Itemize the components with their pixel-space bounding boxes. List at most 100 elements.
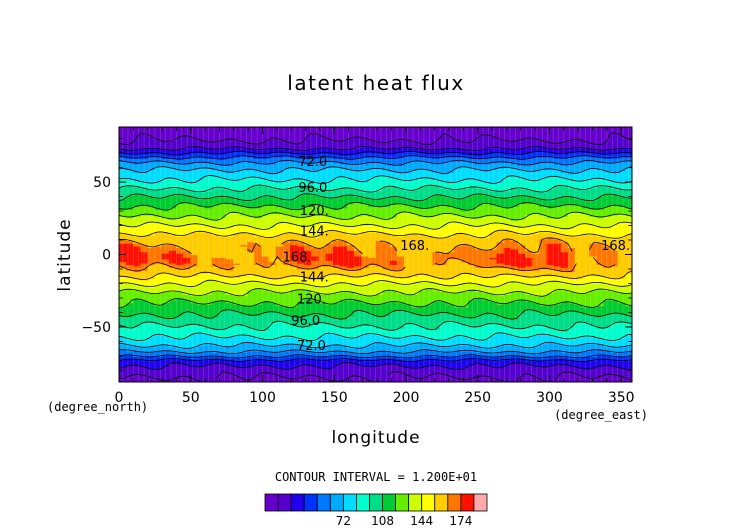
contour-band-cell [325, 258, 362, 261]
contour-band-cell [368, 162, 384, 165]
contour-band-cell [539, 377, 555, 380]
contour-band-cell [446, 261, 469, 264]
contour-band-cell [332, 189, 362, 192]
contour-band-cell [368, 179, 405, 182]
contour-band-cell [311, 260, 334, 263]
contour-band-cell [411, 169, 434, 172]
contour-band-cell [119, 179, 134, 182]
contour-band-cell [119, 141, 134, 144]
contour-band-cell [582, 161, 597, 164]
contour-band-cell [396, 170, 412, 173]
contour-band-cell [119, 272, 163, 275]
contour-band-cell [539, 376, 555, 379]
contour-band-cell [339, 217, 355, 220]
contour-line [119, 279, 632, 288]
contour-band-cell [510, 264, 533, 267]
contour-band-cell [275, 250, 291, 253]
contour-band-cell [218, 377, 241, 380]
contour-band-cell [225, 292, 248, 295]
contour-band-cell [482, 275, 498, 278]
contour-band-cell [183, 135, 191, 138]
contour-band-cell [282, 336, 298, 339]
contour-band-cell [304, 169, 320, 172]
contour-band-cell [204, 315, 220, 318]
contour-band-cell [617, 263, 632, 266]
contour-band-cell [147, 376, 177, 379]
contour-band-cell [468, 299, 491, 302]
contour-band-cell [354, 314, 377, 317]
contour-band-cell [539, 231, 555, 234]
contour-band-cell [617, 187, 632, 190]
contour-band-cell [147, 132, 441, 135]
contour-band-cell [525, 178, 540, 181]
contour-band-cell [119, 170, 134, 173]
contour-band-cell [119, 316, 163, 319]
contour-band-cell [503, 350, 519, 353]
contour-band-cell [546, 251, 569, 254]
contour-band-cell [411, 352, 491, 355]
contour-band-cell [254, 342, 377, 345]
contour-band-cell [368, 282, 398, 285]
contour-band-cell [503, 366, 576, 369]
contour-band-cell [225, 187, 248, 190]
contour-band-cell [211, 263, 241, 266]
x-tick-label: 50 [182, 390, 200, 406]
contour-band-cell [389, 169, 412, 172]
contour-band-cell [147, 234, 177, 237]
contour-band-cell [518, 219, 632, 222]
contour-band-cell [197, 282, 227, 285]
contour-band-cell [418, 155, 576, 158]
contour-band-cell [347, 268, 362, 271]
contour-band-cell [126, 336, 149, 339]
contour-band-cell [553, 268, 576, 271]
contour-band-cell [382, 231, 491, 234]
contour-band-cell [218, 267, 234, 270]
contour-band-cell [183, 180, 198, 183]
contour-band-cell [119, 159, 632, 162]
contour-band-cell [582, 206, 605, 209]
contour-band-cell [119, 377, 156, 380]
contour-band-cell [532, 151, 548, 154]
contour-band-cell [311, 254, 327, 257]
contour-band-cell [575, 248, 590, 251]
contour-band-cell [532, 202, 632, 205]
contour-band-cell [596, 359, 619, 362]
contour-band-cell [318, 299, 341, 302]
contour-band-cell [339, 380, 369, 382]
contour-band-cell [532, 373, 562, 376]
contour-band-cell [261, 214, 291, 217]
contour-band-cell [525, 255, 548, 258]
contour-band-cell [339, 301, 362, 304]
contour-band-cell [468, 289, 476, 292]
contour-band-cell [197, 285, 320, 288]
contour-band-cell [318, 156, 334, 159]
contour-band-cell [489, 135, 612, 138]
contour-band-cell [489, 248, 505, 251]
contour-band-cell [254, 253, 263, 256]
contour-band-cell [518, 312, 548, 315]
contour-band-cell [411, 312, 441, 315]
contour-band-cell [218, 312, 241, 315]
contour-line [119, 362, 632, 371]
contour-band-cell [439, 185, 555, 188]
contour-band-cell [575, 226, 597, 229]
contour-band-cell [382, 267, 405, 270]
contour-band-cell [211, 189, 234, 192]
contour-band-cell [446, 224, 469, 227]
contour-band-cell [510, 189, 533, 192]
contour-band-cell [489, 203, 519, 206]
contour-band-cell [147, 339, 305, 342]
contour-band-cell [503, 332, 632, 335]
contour-band-cell [617, 255, 632, 258]
contour-band-cell [461, 359, 491, 362]
contour-band-cell [304, 315, 327, 318]
contour-band-cell [282, 321, 448, 324]
contour-band-cell [225, 326, 248, 329]
contour-band-cell [567, 253, 576, 256]
contour-band-cell [240, 263, 255, 266]
contour-band-cell [147, 221, 156, 224]
contour-band-cell [225, 282, 241, 285]
contour-band-cell [218, 265, 234, 268]
contour-band-cell [446, 135, 483, 138]
contour-band-cell [297, 224, 312, 227]
